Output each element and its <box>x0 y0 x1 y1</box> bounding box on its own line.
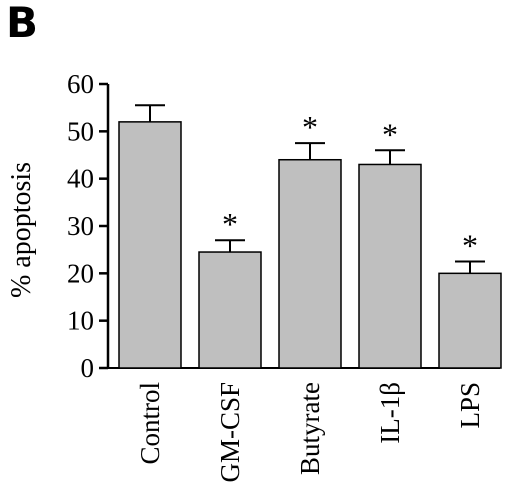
y-tick-label: 50 <box>67 116 94 146</box>
y-tick-label: 10 <box>67 306 94 336</box>
significance-marker-1: * <box>222 206 238 242</box>
bar-4 <box>438 272 502 369</box>
significance-marker-3: * <box>382 116 398 152</box>
panel-label: B <box>6 0 39 47</box>
bar-2 <box>278 158 342 369</box>
y-tick-label: 20 <box>67 258 94 288</box>
y-tick-label: 60 <box>67 69 94 99</box>
category-label-2: Butyrate <box>295 382 325 475</box>
category-label-4: LPS <box>455 382 485 429</box>
labels: 0 10 20 30 40 50 60 % apoptosis Control * GM-CSF * B… <box>6 69 485 483</box>
y-axis-title: % apoptosis <box>6 162 37 298</box>
bars <box>118 104 502 369</box>
category-label-1: GM-CSF <box>215 382 245 483</box>
category-label-0: Control <box>135 382 165 465</box>
significance-marker-2: * <box>302 109 318 145</box>
y-tick-label: 0 <box>81 353 95 383</box>
significance-marker-4: * <box>462 228 478 264</box>
bar-3 <box>358 163 422 369</box>
y-tick-label: 30 <box>67 211 94 241</box>
bar-0 <box>118 121 182 369</box>
y-tick-label: 40 <box>67 164 94 194</box>
category-label-3: IL-1β <box>375 382 405 444</box>
bar-1 <box>198 251 262 369</box>
